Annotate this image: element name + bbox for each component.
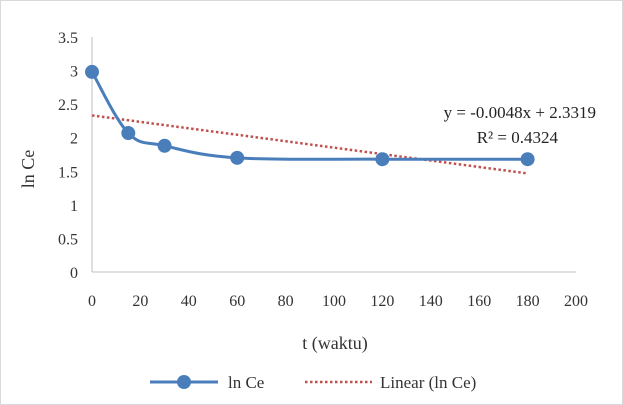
x-tick-label: 180 [516, 293, 540, 310]
y-tick-labels: 0 0.5 1 1.5 2 2.5 3 3.5 [58, 30, 78, 282]
y-tick-label: 2 [70, 131, 78, 148]
legend-series-label: ln Ce [228, 373, 264, 392]
y-tick-label: 0.5 [58, 231, 78, 248]
data-point [520, 152, 535, 167]
x-tick-label: 0 [88, 293, 96, 310]
legend-trendline-label: Linear (ln Ce) [380, 373, 476, 392]
x-tick-label: 60 [229, 293, 245, 310]
series [85, 64, 535, 167]
x-tick-label: 200 [564, 293, 588, 310]
x-tick-label: 120 [370, 293, 394, 310]
trendline-equation: y = -0.0048x + 2.3319 [444, 103, 596, 122]
x-tick-label: 100 [322, 293, 346, 310]
y-tick-label: 2.5 [58, 97, 78, 114]
x-tick-label: 140 [419, 293, 443, 310]
y-tick-label: 3 [70, 64, 78, 81]
y-tick-label: 1 [70, 198, 78, 215]
x-tick-labels: 0 20 40 60 80 100 120 140 160 180 200 [88, 293, 588, 310]
legend-series-marker [177, 375, 191, 389]
x-axis-title: t (waktu) [302, 333, 367, 354]
data-point [157, 138, 172, 153]
x-tick-label: 40 [181, 293, 197, 310]
y-tick-label: 0 [70, 265, 78, 282]
x-tick-label: 80 [278, 293, 294, 310]
data-point [230, 150, 245, 165]
trendline-line [91, 114, 528, 175]
legend: ln Ce Linear (ln Ce) [150, 373, 476, 392]
data-point [121, 126, 136, 141]
trendline [91, 114, 528, 175]
data-point [85, 64, 99, 79]
y-axis-title: ln Ce [18, 150, 38, 189]
x-tick-label: 20 [132, 293, 148, 310]
trendline-r-squared: R² = 0.4324 [477, 128, 559, 147]
x-tick-label: 160 [467, 293, 491, 310]
y-tick-label: 1.5 [58, 164, 78, 181]
axes [91, 37, 576, 273]
y-tick-label: 3.5 [58, 30, 78, 47]
data-point [375, 152, 390, 167]
